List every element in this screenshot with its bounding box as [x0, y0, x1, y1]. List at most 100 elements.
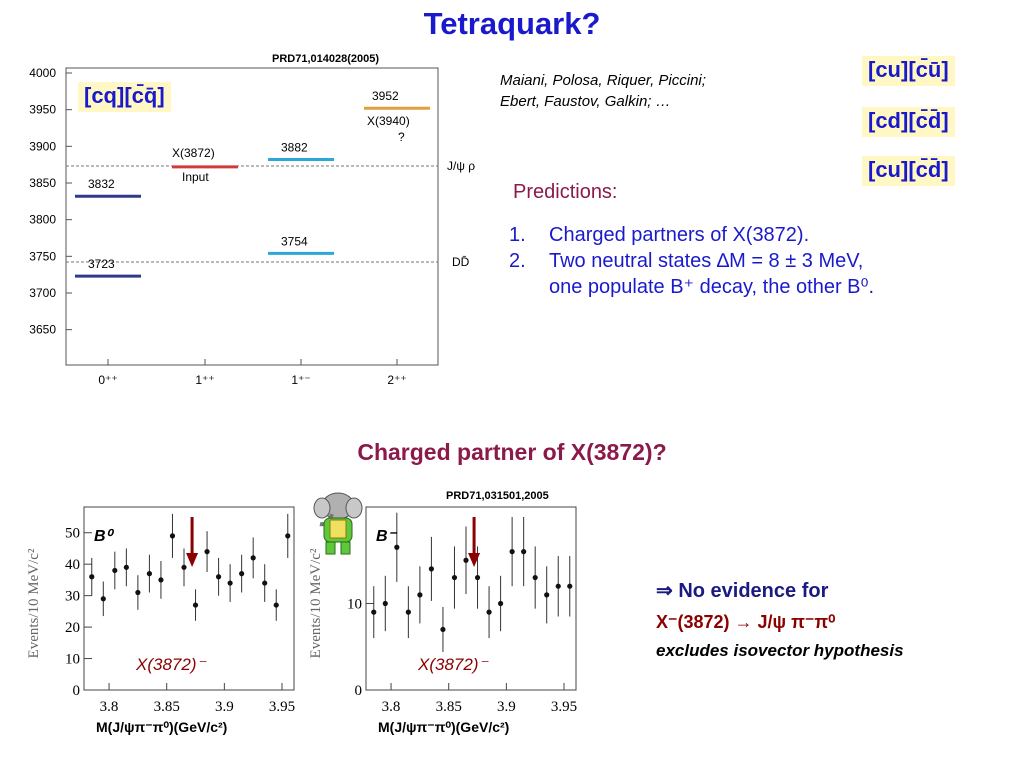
elephant-mascot-icon: [313, 492, 363, 555]
spectrum-frame: [65, 67, 439, 366]
plot-xtick-label: 3.85: [154, 699, 180, 715]
data-point: [463, 557, 469, 563]
plot-ytick-label: 10: [347, 597, 362, 613]
plot-xlabel: M(J/ψπ⁻π⁰)(GeV/c²): [96, 719, 227, 735]
mass-level-label: 3882: [281, 141, 308, 155]
plot-title: B⁻: [376, 528, 398, 545]
data-point: [567, 583, 573, 589]
authors: Maiani, Polosa, Riquer, Piccini; Ebert, …: [500, 70, 706, 112]
plot-ytick-label: 10: [65, 652, 80, 668]
quark-box-cu-cu: [cu][c̄ū]: [862, 56, 955, 86]
conclusion-line-2: X⁻(3872) → J/ψ π⁻π⁰: [656, 612, 836, 632]
spectrum-ytick-label: 3800: [29, 213, 56, 227]
conclusion-line-1: ⇒ No evidence for: [656, 580, 829, 602]
plot-title: B⁰: [94, 528, 115, 545]
data-point: [509, 549, 515, 555]
mass-level-sublabel: Input: [182, 170, 209, 184]
plot-ylabel: Events/10 MeV/c²: [26, 548, 42, 658]
slide-title: Tetraquark?: [423, 6, 601, 41]
spectrum-xtick-label: 2⁺⁺: [387, 373, 406, 387]
data-point: [123, 564, 129, 570]
data-point: [100, 596, 106, 602]
data-point: [250, 555, 256, 561]
spectrum-chart: 4000 3950 3900 3850 3800 3750 3700 3650 0⁺⁺ 1⁺⁺ 1…: [29, 66, 475, 387]
plot-ytick-label: 20: [65, 620, 80, 636]
conclusion-line-3: excludes isovector hypothesis: [656, 641, 904, 660]
data-point: [497, 600, 504, 607]
data-point: [158, 577, 164, 583]
cq-box: [cq][c̄q̄]: [78, 82, 171, 112]
spectrum-reference: PRD71,014028(2005): [272, 53, 380, 65]
data-point: [227, 580, 233, 586]
data-point: [89, 574, 95, 580]
predictions-heading: Predictions:: [513, 181, 618, 203]
spectrum-ytick-label: 3850: [29, 176, 56, 190]
data-point: [285, 533, 291, 539]
jpsi-rho-label: J/ψ ρ: [447, 159, 475, 173]
spectrum-xtick-label: 1⁺⁺: [195, 373, 214, 387]
data-point: [146, 571, 153, 577]
plot-xtick-label: 3.8: [382, 699, 401, 715]
data-point: [417, 592, 423, 598]
plot-ytick-label: 30: [65, 589, 80, 605]
data-point: [474, 574, 481, 581]
data-point: [204, 549, 210, 555]
mass-level-sublabel: X(3940): [367, 114, 410, 128]
data-point: [544, 592, 550, 598]
data-point: [451, 574, 458, 581]
quark-box-cu-cd: [cu][c̄d̄]: [862, 156, 955, 186]
data-point: [181, 564, 187, 570]
data-point: [135, 589, 141, 596]
plot-xlabel: M(J/ψπ⁻π⁰)(GeV/c²): [378, 719, 509, 735]
mass-level-label: X(3872): [172, 146, 215, 160]
authors-line-1: Maiani, Polosa, Riquer, Piccini;: [500, 72, 706, 89]
mass-level-label: 3754: [281, 234, 308, 248]
spectrum-ytick-label: 3650: [29, 323, 56, 337]
authors-line-2: Ebert, Faustov, Galkin; …: [500, 93, 671, 110]
prediction-2-cont: one populate B⁺ decay, the other B⁰.: [549, 276, 875, 298]
spectrum-ytick-label: 4000: [29, 66, 56, 80]
plots-reference: PRD71,031501,2005: [446, 490, 549, 502]
spectrum-ytick-label: 3700: [29, 286, 56, 300]
data-point: [262, 580, 268, 586]
data-point: [112, 567, 118, 574]
plot-xtick-label: 3.8: [100, 699, 119, 715]
plot-annotation: X(3872)⁻: [135, 655, 207, 674]
mass-level-question: ?: [398, 130, 405, 144]
prediction-1: 1. Charged partners of X(3872).: [509, 224, 810, 246]
scatter-plots: 0 10 20 30 40 50 3.8 3.85 3.9 3.95 B⁰ X(3872)⁻ Event…: [26, 506, 577, 735]
data-point: [382, 600, 388, 607]
plot-xtick-label: 3.9: [215, 699, 234, 715]
data-point: [192, 602, 199, 608]
data-point: [394, 544, 400, 550]
data-point: [486, 609, 492, 615]
predictions-list: 1. Charged partners of X(3872). 2. Two neu…: [509, 222, 874, 300]
spectrum-xtick-label: 1⁺⁻: [291, 373, 310, 387]
plot-ytick-label: 50: [65, 526, 80, 542]
plot-annotation: X(3872)⁻: [417, 655, 489, 674]
section-title: Charged partner of X(3872)?: [357, 439, 667, 465]
data-point: [440, 626, 446, 633]
spectrum-xtick-label: 0⁺⁺: [98, 373, 117, 387]
x3872-arrow-head: [186, 553, 199, 567]
spectrum-ytick-label: 3900: [29, 139, 56, 153]
prediction-2: 2. Two neutral states ∆M = 8 ± 3 MeV,: [509, 250, 864, 272]
mass-level-label: 3832: [88, 177, 115, 191]
ddbar-label: DD̄: [452, 255, 470, 269]
plot-xtick-label: 3.85: [436, 699, 462, 715]
x3872-arrow-head: [468, 553, 481, 567]
data-point: [215, 574, 222, 580]
plot-xtick-label: 3.95: [551, 699, 577, 715]
data-point: [169, 533, 176, 539]
data-point: [532, 574, 538, 581]
plot-frame: [83, 506, 295, 691]
data-point: [555, 583, 561, 589]
plot-ytick-label: 40: [65, 557, 80, 573]
data-point: [273, 602, 279, 608]
quark-box-cd-cd: [cd][c̄d̄]: [862, 107, 955, 137]
data-point: [371, 609, 377, 615]
data-point: [428, 566, 435, 572]
plot-xtick-label: 3.9: [497, 699, 516, 715]
plot-ytick-label: 0: [73, 683, 81, 699]
data-point: [405, 609, 411, 615]
